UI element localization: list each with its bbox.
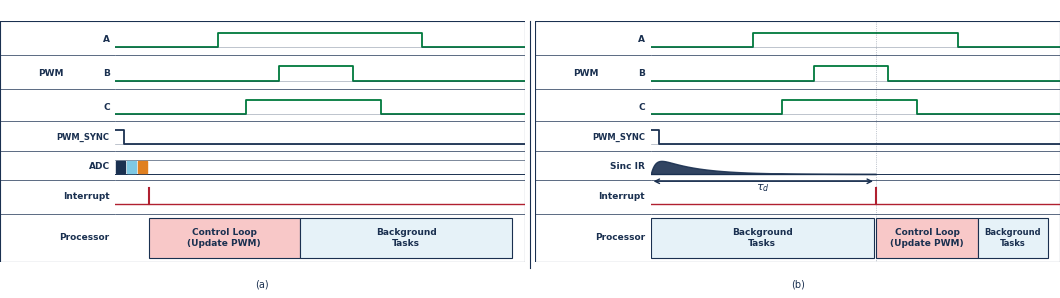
Bar bbox=[149, 218, 300, 258]
Text: Interrupt: Interrupt bbox=[598, 192, 644, 201]
Bar bbox=[117, 161, 125, 173]
Text: Background
Tasks: Background Tasks bbox=[731, 228, 793, 248]
Text: Control Loop
(Update PWM): Control Loop (Update PWM) bbox=[188, 228, 261, 248]
Text: Sinc IR: Sinc IR bbox=[611, 162, 644, 171]
Text: Processor: Processor bbox=[595, 233, 644, 243]
Text: B: B bbox=[103, 69, 109, 78]
Text: (b): (b) bbox=[791, 279, 805, 289]
Bar bbox=[978, 218, 1047, 258]
Text: Background
Tasks: Background Tasks bbox=[375, 228, 437, 248]
Text: C: C bbox=[103, 103, 109, 112]
Bar bbox=[651, 218, 873, 258]
Text: ADC: ADC bbox=[89, 162, 109, 171]
Text: B: B bbox=[638, 69, 644, 78]
Text: PWM_SYNC: PWM_SYNC bbox=[56, 132, 109, 142]
Text: PWM_SYNC: PWM_SYNC bbox=[591, 132, 644, 142]
Bar bbox=[300, 218, 512, 258]
Bar bbox=[127, 161, 136, 173]
Text: PWM: PWM bbox=[38, 69, 64, 78]
Text: Background
Tasks: Background Tasks bbox=[985, 228, 1041, 248]
Text: A: A bbox=[638, 35, 644, 44]
Text: (a): (a) bbox=[255, 279, 269, 289]
Text: Interrupt: Interrupt bbox=[63, 192, 109, 201]
Text: A: A bbox=[103, 35, 109, 44]
Text: PWM: PWM bbox=[573, 69, 599, 78]
Text: Control Loop
(Update PWM): Control Loop (Update PWM) bbox=[890, 228, 964, 248]
Text: C: C bbox=[638, 103, 644, 112]
Text: Processor: Processor bbox=[59, 233, 109, 243]
Bar bbox=[876, 218, 978, 258]
Bar bbox=[138, 161, 146, 173]
Text: $\tau_d$: $\tau_d$ bbox=[757, 183, 771, 194]
